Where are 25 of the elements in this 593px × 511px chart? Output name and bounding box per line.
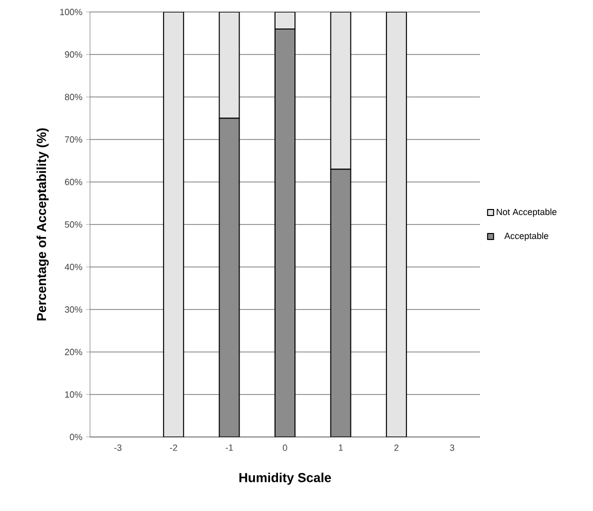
x-axis-title: Humidity Scale — [239, 472, 331, 485]
bar — [330, 168, 352, 437]
y-tick-label: 0% — [70, 434, 82, 440]
y-tick-label: 70% — [64, 136, 82, 143]
legend-label: Acceptable — [504, 232, 548, 241]
y-tick-label: 40% — [64, 264, 82, 270]
x-tick-label: -2 — [170, 444, 178, 451]
x-tick-label: 3 — [450, 444, 454, 451]
x-tick-label: 2 — [394, 444, 398, 451]
y-axis-title: Percentage of Acceptability (%) — [36, 128, 49, 320]
y-tick-label: 90% — [64, 51, 82, 58]
y-tick-label: 50% — [64, 221, 82, 228]
legend-label: Not Acceptable — [496, 208, 556, 217]
bar — [274, 28, 296, 437]
y-tick-label: 20% — [64, 348, 82, 356]
x-tick-label: -1 — [226, 444, 233, 451]
x-tick-label: 0 — [282, 444, 288, 451]
y-tick-label: 80% — [64, 94, 82, 100]
x-tick-label: -3 — [114, 444, 122, 451]
y-tick-label: 60% — [64, 178, 82, 186]
y-tick-label: 10% — [65, 391, 82, 398]
y-tick-label: 100% — [60, 8, 82, 16]
x-tick-label: 1 — [338, 444, 343, 451]
y-tick-label: 30% — [64, 306, 82, 313]
bar — [218, 118, 240, 437]
